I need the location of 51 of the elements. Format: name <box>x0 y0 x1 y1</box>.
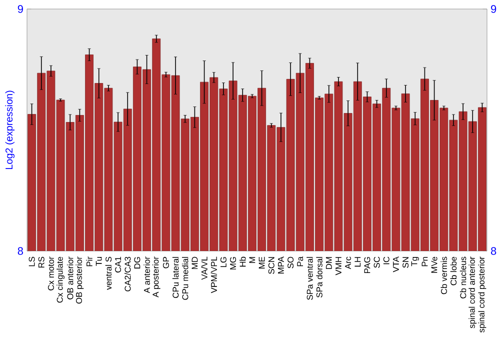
x-tick-label: Cb nucleus <box>460 256 466 298</box>
x-tick-label: OB posterior <box>76 256 84 304</box>
x-tick-label: Arc <box>345 256 351 270</box>
x-tick-label: DG <box>134 257 140 268</box>
x-tick-label: CPu medial <box>182 257 188 300</box>
x-tick-label: CPu lateral <box>172 257 179 298</box>
x-tick-label: PAG <box>364 257 370 274</box>
x-tick-label: Tu <box>96 257 102 266</box>
x-tick-label: A anterior <box>144 256 150 294</box>
x-tick-label: SO <box>288 256 294 268</box>
x-tick-label: Pa <box>297 256 304 266</box>
x-tick-label: Tg <box>411 256 419 266</box>
x-tick-label: CA1 <box>115 256 122 272</box>
x-tick-label: Cx motor <box>48 256 54 290</box>
x-tick-label: Cb lobe <box>450 256 457 286</box>
x-tick-label: ME <box>258 256 265 268</box>
x-tick-label: LH <box>354 257 361 267</box>
x-tick-label: ventral S <box>105 256 112 290</box>
x-tick-label: MPA <box>278 256 284 274</box>
x-tick-label: spinal cord posterior <box>478 256 486 332</box>
x-tick-label: OB anterior <box>67 256 74 300</box>
x-tick-label: SCN <box>268 257 274 274</box>
x-tick-label: LS <box>28 256 35 266</box>
x-tick-label: VPM/VPL <box>210 256 217 294</box>
x-tick-label: MG <box>230 257 236 270</box>
x-tick-label: SC <box>374 256 380 268</box>
x-tick-label: CA2/CA3 <box>124 256 131 292</box>
x-tick-label: LG <box>220 257 226 268</box>
x-tick-label: SN <box>402 257 409 268</box>
x-tick-label: VTA <box>393 256 399 272</box>
x-tick-label: Pn <box>422 257 428 266</box>
x-tick-label: Hb <box>240 256 246 267</box>
x-tick-label: M <box>249 257 256 263</box>
x-tick-label: VA/VL <box>201 256 208 280</box>
x-tick-label: SPa ventral <box>306 257 313 300</box>
x-tick-label: Cx cingulate <box>56 256 64 303</box>
x-tick-label: GP <box>162 256 169 268</box>
x-tick-label: A posterior <box>152 256 160 298</box>
x-tick-label: IC <box>383 256 390 264</box>
x-tick-label: MD <box>192 256 198 269</box>
x-tick-label: RS <box>38 256 44 268</box>
x-tick-label: VMH <box>336 257 342 276</box>
y-axis-title: Log2 (expression) <box>5 90 15 170</box>
x-tick-label: DM <box>326 257 332 269</box>
x-tick-label: Pir <box>86 256 92 266</box>
x-tick-label: MVe <box>431 256 438 273</box>
x-tick-label: SPa dorsal <box>316 257 322 298</box>
x-tick-label: Cb vermis <box>440 256 447 294</box>
y2-tick-label: 8 <box>490 247 496 255</box>
y2-tick-label: 9 <box>491 5 496 13</box>
x-tick-label: spinal cord anterior <box>468 256 477 328</box>
